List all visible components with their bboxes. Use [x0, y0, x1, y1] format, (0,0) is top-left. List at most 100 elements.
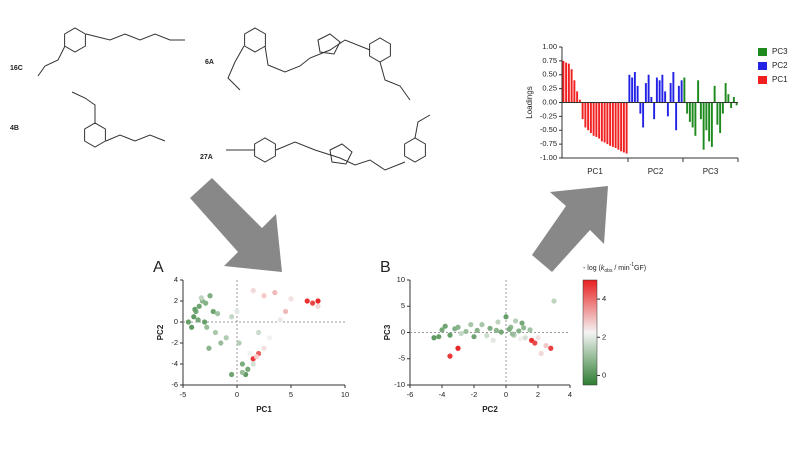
point	[532, 340, 538, 346]
y-tick-label: 2	[174, 296, 178, 305]
point	[548, 345, 554, 351]
legend-label: PC3	[772, 47, 788, 56]
bar	[688, 102, 691, 122]
point	[261, 345, 267, 351]
point	[218, 340, 224, 346]
legend-swatch	[758, 48, 767, 56]
bar	[614, 102, 617, 149]
point	[315, 303, 321, 309]
point	[195, 317, 201, 323]
point	[304, 298, 310, 304]
y-tick-label: 0.25	[542, 84, 557, 93]
ring	[84, 122, 106, 148]
point	[210, 308, 216, 315]
y-tick-label: -1.00	[540, 153, 557, 162]
point	[474, 327, 480, 333]
bar	[686, 102, 689, 114]
bar	[713, 85, 716, 103]
point	[484, 333, 490, 339]
point	[513, 318, 519, 324]
point	[506, 326, 512, 332]
bond	[414, 114, 431, 139]
bar	[609, 102, 612, 146]
ring	[404, 137, 426, 163]
colorbar-label-part: / min	[612, 265, 629, 272]
point	[458, 330, 464, 337]
bar	[732, 96, 735, 103]
point	[455, 345, 461, 351]
bar	[570, 69, 573, 103]
y-axis-label: PC3	[383, 324, 392, 340]
bar	[617, 102, 620, 150]
x-tick-label: -4	[439, 390, 446, 399]
colorbar	[582, 279, 598, 386]
y-tick-label: 1.00	[542, 42, 557, 51]
point	[207, 293, 213, 299]
colorbar-label-part: k	[601, 265, 605, 272]
x-tick-label: -2	[471, 390, 478, 399]
colorbar-tick-label: 0	[602, 370, 606, 379]
legend-label: PC2	[772, 61, 788, 70]
x-tick-label: 2	[536, 390, 540, 399]
bar	[710, 102, 713, 147]
bar	[600, 102, 603, 142]
ring	[244, 27, 266, 53]
legend-swatch	[758, 62, 767, 70]
point	[202, 319, 208, 325]
bar	[633, 71, 636, 103]
point	[247, 350, 253, 357]
bar	[647, 74, 650, 103]
point	[519, 320, 525, 326]
point	[452, 326, 458, 332]
structures	[37, 33, 431, 171]
bar	[620, 102, 623, 152]
colorbar-label-part: - log (	[583, 265, 602, 272]
bar	[595, 102, 598, 137]
bond	[264, 39, 371, 73]
bar	[735, 102, 738, 106]
bar	[708, 102, 711, 142]
bar	[724, 83, 727, 103]
bar	[642, 102, 645, 128]
bar	[699, 102, 702, 120]
point	[250, 361, 256, 367]
ring	[64, 27, 86, 53]
molecule-label: 4B	[10, 125, 19, 132]
bar	[606, 102, 609, 145]
y-tick-label: 0.50	[542, 70, 557, 79]
point	[236, 340, 242, 346]
arrow-up	[532, 186, 608, 272]
point	[447, 332, 453, 338]
bar	[631, 77, 634, 103]
point	[223, 335, 229, 341]
bond	[105, 134, 166, 142]
point	[527, 327, 533, 333]
bar	[683, 77, 686, 103]
bar	[584, 102, 587, 128]
bar	[669, 83, 672, 103]
y-tick-label: 10	[397, 275, 405, 284]
bar	[694, 102, 697, 136]
point	[521, 325, 527, 331]
bar	[716, 102, 719, 125]
point	[503, 314, 509, 320]
point	[517, 336, 524, 342]
point	[551, 298, 557, 304]
ring	[254, 137, 276, 163]
bar	[587, 102, 590, 131]
point	[442, 323, 448, 329]
bar	[622, 102, 625, 153]
point	[493, 327, 499, 333]
molecule-label: 6A	[205, 59, 214, 66]
point	[487, 325, 493, 331]
point	[490, 337, 496, 343]
point	[212, 329, 218, 336]
bar	[625, 102, 628, 154]
bar	[562, 60, 565, 103]
point	[288, 296, 294, 302]
point	[436, 334, 442, 340]
bar	[603, 102, 606, 143]
point	[447, 353, 453, 359]
point	[266, 335, 272, 341]
point	[250, 287, 256, 294]
